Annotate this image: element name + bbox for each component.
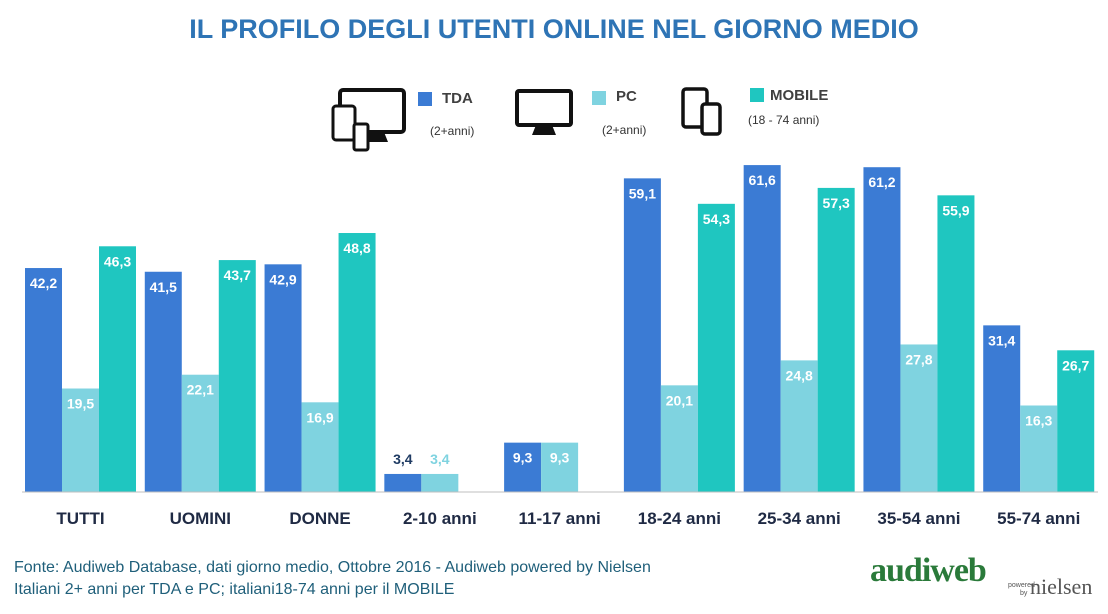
category-label: 18-24 anni — [638, 509, 721, 528]
legend-swatch-pc — [592, 91, 606, 105]
data-label: 41,5 — [150, 279, 177, 295]
data-label: 27,8 — [905, 351, 932, 367]
bar-group: 59,1 20,1 54,3 18-24 anni — [623, 178, 735, 528]
bar-chart: 42,2 19,5 46,3 TUTTI 41,5 22,1 43,7 UOMINI 42,9 1… — [22, 165, 1098, 528]
bar-group: 3,4 3,4 2-10 anni — [384, 451, 477, 528]
bar-group: 61,6 24,8 57,3 25-34 anni — [743, 165, 855, 528]
data-label: 43,7 — [224, 267, 251, 283]
legend-label-mobile: MOBILE — [770, 87, 829, 104]
legend-note-mobile: (18 - 74 anni) — [748, 113, 820, 127]
data-label: 3,4 — [430, 451, 450, 467]
bar-pc — [181, 374, 219, 492]
brand-by: by — [1020, 590, 1028, 597]
bar-group: 41,5 22,1 43,7 UOMINI — [144, 260, 256, 528]
data-label: 57,3 — [823, 195, 850, 211]
bar-group: 42,9 16,9 48,8 DONNE — [264, 233, 376, 528]
bar-pc — [541, 442, 579, 492]
data-label: 61,2 — [868, 174, 895, 190]
legend-label-pc: PC — [616, 88, 637, 105]
bar-mobile — [1057, 350, 1095, 492]
bar-tda — [983, 325, 1021, 492]
bar-tda — [743, 165, 781, 493]
data-label: 24,8 — [786, 367, 813, 383]
category-label: 35-54 anni — [877, 509, 960, 528]
data-label: 46,3 — [104, 253, 131, 269]
mobile-devices-icon — [681, 87, 722, 136]
data-label: 42,2 — [30, 275, 57, 291]
chart-title: IL PROFILO DEGLI UTENTI ONLINE NEL GIORN… — [189, 14, 919, 44]
data-label: 42,9 — [269, 271, 296, 287]
bar-pc — [900, 344, 938, 492]
bar-mobile — [817, 187, 855, 493]
bar-tda — [384, 473, 422, 492]
bar-pc — [301, 402, 339, 492]
data-label: 55,9 — [942, 202, 969, 218]
data-label: 26,7 — [1062, 357, 1089, 373]
data-label: 61,6 — [749, 172, 776, 188]
bar-mobile — [697, 203, 735, 492]
bar-tda — [623, 178, 661, 493]
source-note: Fonte: Audiweb Database, dati giorno med… — [14, 557, 651, 601]
data-label: 54,3 — [703, 211, 730, 227]
bar-group: 9,3 9,3 11-17 anni — [504, 442, 601, 528]
data-label: 9,3 — [513, 450, 533, 466]
audiweb-logo: audiweb powered by nielsen — [870, 548, 1100, 608]
bar-group: 31,4 16,3 26,7 55-74 anni — [983, 325, 1095, 528]
monitor-icon — [515, 89, 573, 135]
category-label: DONNE — [289, 509, 350, 528]
data-label: 19,5 — [67, 396, 94, 412]
data-label: 9,3 — [550, 450, 570, 466]
source-line-1: Fonte: Audiweb Database, dati giorno med… — [14, 559, 651, 576]
data-label: 16,9 — [306, 409, 333, 425]
data-label: 20,1 — [666, 392, 693, 408]
bar-group: 42,2 19,5 46,3 TUTTI — [25, 246, 136, 528]
legend-swatch-tda — [418, 92, 432, 106]
source-line-2: Italiani 2+ anni per TDA e PC; italiani1… — [14, 581, 455, 598]
legend-note-pc: (2+anni) — [602, 123, 647, 137]
bar-mobile — [937, 195, 975, 492]
category-label: 55-74 anni — [997, 509, 1080, 528]
bar-pc — [660, 385, 698, 492]
bar-tda — [144, 271, 182, 492]
bar-group: 61,2 27,8 55,9 35-54 anni — [863, 167, 975, 528]
multi-device-icon — [331, 88, 406, 152]
bar-tda — [504, 442, 542, 492]
data-label: 59,1 — [629, 185, 656, 201]
category-label: TUTTI — [56, 509, 104, 528]
category-label: UOMINI — [170, 509, 231, 528]
brand-partner: nielsen — [1030, 574, 1093, 599]
bar-mobile — [338, 233, 376, 492]
bar-pc — [1020, 405, 1058, 492]
category-label: 11-17 anni — [519, 509, 601, 528]
bar-mobile — [99, 246, 136, 492]
category-label: 2-10 anni — [403, 509, 477, 528]
bar-pc — [62, 388, 99, 492]
brand-name: audiweb — [870, 552, 987, 589]
data-label: 16,3 — [1025, 412, 1052, 428]
data-label: 31,4 — [988, 332, 1015, 348]
bar-mobile — [218, 260, 256, 492]
category-label: 25-34 anni — [758, 509, 841, 528]
brand-powered: powered — [1008, 582, 1035, 589]
data-label: 22,1 — [187, 382, 214, 398]
bar-pc — [780, 360, 818, 492]
data-label: 3,4 — [393, 451, 413, 467]
legend-label-tda: TDA — [442, 90, 473, 107]
bar-pc — [421, 473, 459, 492]
legend-note-tda: (2+anni) — [430, 124, 475, 138]
legend-swatch-mobile — [750, 88, 764, 102]
bar-tda — [264, 264, 302, 492]
data-label: 48,8 — [343, 240, 370, 256]
bar-tda — [863, 167, 901, 492]
bar-tda — [25, 268, 62, 492]
